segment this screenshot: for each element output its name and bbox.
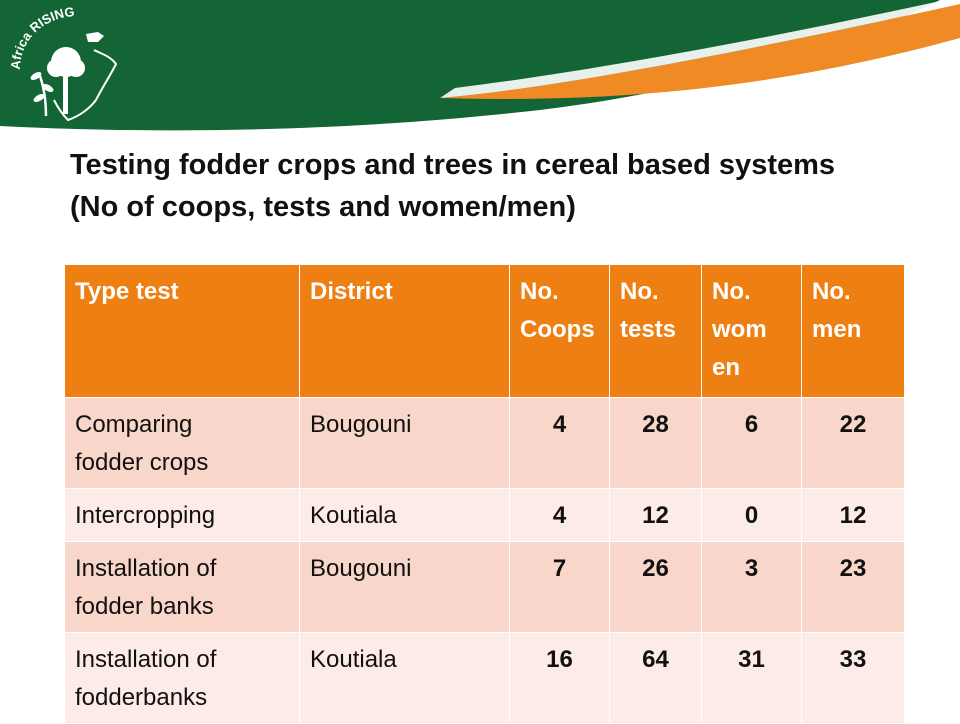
table-row: Comparing fodder crops Bougouni 4 28 6 22 xyxy=(64,397,905,489)
table-row: Installation of fodderbanks Koutiala 16 6… xyxy=(64,632,905,724)
table-header-row: Type test District No. Coops No. tests No.… xyxy=(64,264,905,398)
header-no-women: No. wom en xyxy=(701,264,802,398)
cell-tests: 28 xyxy=(609,397,702,489)
cell-men: 12 xyxy=(801,488,905,542)
cell-district: Koutiala xyxy=(299,632,510,724)
header-district: District xyxy=(299,264,510,398)
cell-women: 31 xyxy=(701,632,802,724)
cell-women: 0 xyxy=(701,488,802,542)
header-no-coops: No. Coops xyxy=(509,264,610,398)
cell-coops: 4 xyxy=(509,488,610,542)
cell-men: 33 xyxy=(801,632,905,724)
cell-men: 22 xyxy=(801,397,905,489)
cell-women: 3 xyxy=(701,541,802,633)
cell-type-test: Comparing fodder crops xyxy=(64,397,300,489)
cell-type-test: Intercropping xyxy=(64,488,300,542)
africa-rising-logo: Africa RISING xyxy=(8,4,118,122)
banner-orange-wave xyxy=(440,4,960,99)
header-banner xyxy=(0,0,960,131)
header-type-test: Type test xyxy=(64,264,300,398)
cell-district: Bougouni xyxy=(299,397,510,489)
banner-green-wave xyxy=(0,0,940,131)
header-no-men: No. men xyxy=(801,264,905,398)
table-row: Intercropping Koutiala 4 12 0 12 xyxy=(64,488,905,542)
cell-tests: 26 xyxy=(609,541,702,633)
cell-tests: 12 xyxy=(609,488,702,542)
table-row: Installation of fodder banks Bougouni 7 2… xyxy=(64,541,905,633)
cell-coops: 7 xyxy=(509,541,610,633)
header-no-tests: No. tests xyxy=(609,264,702,398)
cell-type-test: Installation of fodder banks xyxy=(64,541,300,633)
cell-women: 6 xyxy=(701,397,802,489)
cell-type-test: Installation of fodderbanks xyxy=(64,632,300,724)
slide-title: Testing fodder crops and trees in cereal… xyxy=(70,149,836,223)
cell-men: 23 xyxy=(801,541,905,633)
fodder-tests-table: Type test District No. Coops No. tests No.… xyxy=(64,264,905,724)
cell-district: Koutiala xyxy=(299,488,510,542)
banner-white-stripe xyxy=(440,0,960,98)
cell-coops: 16 xyxy=(509,632,610,724)
cell-tests: 64 xyxy=(609,632,702,724)
cell-district: Bougouni xyxy=(299,541,510,633)
cell-coops: 4 xyxy=(509,397,610,489)
